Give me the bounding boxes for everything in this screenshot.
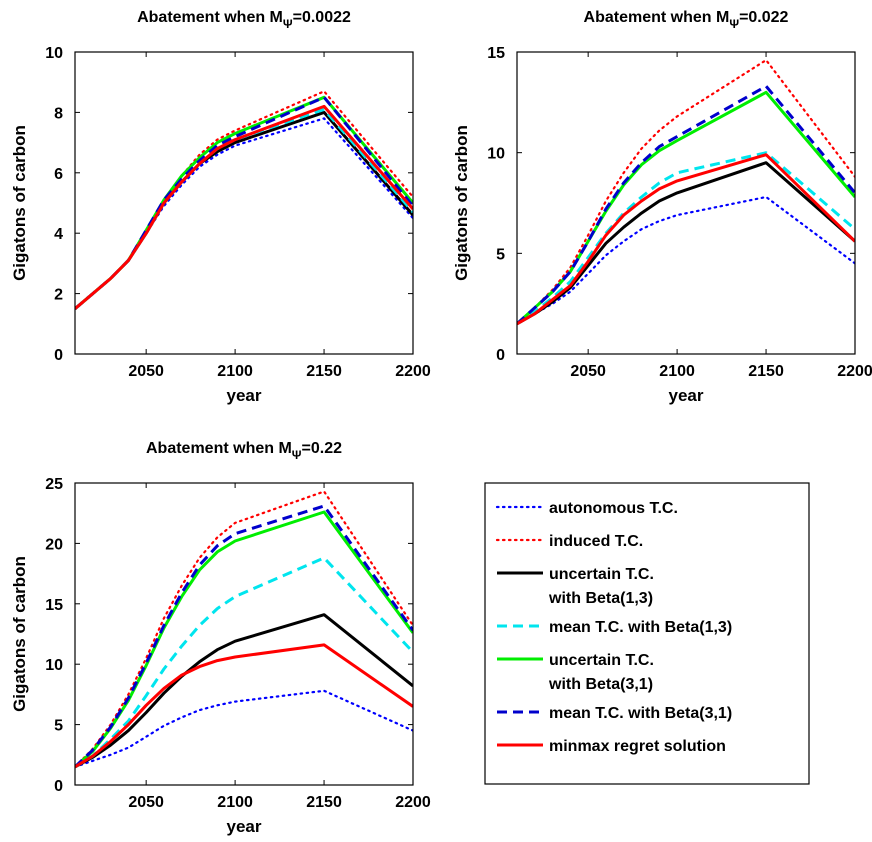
- legend-box: [484, 482, 810, 785]
- y-tick-label: 25: [45, 476, 63, 493]
- y-tick-label: 10: [487, 146, 505, 163]
- legend-label: minmax regret solution: [549, 738, 726, 755]
- legend-item-minmax: minmax regret solution: [497, 738, 726, 755]
- y-tick-label: 5: [54, 718, 63, 735]
- chart-panel-3: 2050 2100 2150 2200 0 5 10 15 20 25 year Gigatons o…: [10, 440, 431, 836]
- legend-item-unc31: uncertain T.C. with Beta(3,1): [497, 652, 654, 693]
- legend-label: with Beta(3,1): [548, 676, 653, 693]
- x-tick-label: 2200: [395, 794, 431, 811]
- x-tick-label: 2100: [217, 363, 253, 380]
- series-line-minmax: [75, 104, 413, 310]
- series-line-mean31: [75, 504, 413, 768]
- y-axis-label: Gigatons of carbon: [452, 125, 471, 281]
- legend-label: uncertain T.C.: [549, 652, 654, 669]
- series-line-auto: [75, 117, 413, 310]
- series-line-mean13: [517, 151, 855, 326]
- y-tick-label: 4: [54, 226, 63, 243]
- y-tick-label: 20: [45, 536, 63, 553]
- x-tick-label: 2200: [395, 363, 431, 380]
- x-tick-label: 2050: [128, 794, 164, 811]
- x-axis-label: year: [669, 386, 704, 405]
- series-line-induced: [75, 90, 413, 310]
- series-group: [75, 490, 413, 769]
- y-tick-label: 0: [54, 347, 63, 364]
- series-line-unc13: [517, 161, 855, 326]
- chart-title: Abatement when MΨ=0.022: [584, 9, 789, 31]
- series-line-mean13: [75, 556, 413, 769]
- legend: autonomous T.C. induced T.C. uncertain T.C…: [484, 482, 810, 785]
- legend-label: uncertain T.C.: [549, 566, 654, 583]
- legend-item-auto: autonomous T.C.: [495, 500, 678, 517]
- x-tick-label: 2050: [128, 363, 164, 380]
- series-line-auto: [517, 195, 855, 325]
- chart-panel-2: 2050 2100 2150 2200 0 5 10 15 year Gigatons of ca…: [452, 9, 872, 405]
- chart-panel-1: 2050 2100 2150 2200 0 2 4 6 8 10 year Gigatons of c…: [10, 9, 431, 405]
- y-tick-label: 10: [45, 657, 63, 674]
- x-tick-label: 2150: [306, 794, 342, 811]
- x-tick-label: 2200: [837, 363, 872, 380]
- legend-label: mean T.C. with Beta(3,1): [549, 705, 732, 722]
- legend-item-unc13: uncertain T.C. with Beta(1,3): [497, 566, 654, 607]
- series-line-induced: [517, 58, 855, 325]
- x-axis-label: year: [227, 817, 262, 836]
- y-axis-label: Gigatons of carbon: [10, 125, 29, 281]
- y-tick-label: 5: [496, 246, 505, 263]
- x-tick-label: 2100: [217, 794, 253, 811]
- y-tick-label: 10: [45, 45, 63, 62]
- y-tick-label: 15: [487, 45, 505, 62]
- series-group: [517, 58, 855, 326]
- series-line-unc13: [75, 613, 413, 769]
- y-tick-label: 6: [54, 166, 63, 183]
- series-group: [75, 90, 413, 310]
- y-tick-label: 8: [54, 105, 63, 122]
- x-tick-label: 2150: [306, 363, 342, 380]
- series-line-mean31: [517, 84, 855, 325]
- x-tick-label: 2150: [748, 363, 784, 380]
- series-line-minmax: [75, 643, 413, 769]
- series-line-auto: [75, 689, 413, 769]
- x-axis-label: year: [227, 386, 262, 405]
- y-tick-label: 0: [54, 778, 63, 795]
- chart-title: Abatement when MΨ=0.0022: [137, 9, 351, 31]
- legend-item-induced: induced T.C.: [495, 533, 643, 550]
- legend-item-mean13: mean T.C. with Beta(1,3): [497, 619, 732, 636]
- axes-box: [516, 51, 856, 355]
- legend-label: with Beta(1,3): [548, 590, 653, 607]
- legend-label: mean T.C. with Beta(1,3): [549, 619, 732, 636]
- y-tick-label: 0: [496, 347, 505, 364]
- y-tick-label: 15: [45, 597, 63, 614]
- series-line-minmax: [517, 153, 855, 326]
- x-tick-label: 2100: [659, 363, 695, 380]
- series-line-unc31: [75, 95, 413, 310]
- axes-box: [74, 51, 414, 355]
- chart-title: Abatement when MΨ=0.22: [146, 440, 342, 462]
- legend-label: induced T.C.: [549, 533, 643, 550]
- x-tick-label: 2050: [570, 363, 606, 380]
- axes-box: [74, 482, 414, 786]
- y-tick-label: 2: [54, 287, 63, 304]
- legend-label: autonomous T.C.: [549, 500, 678, 517]
- y-axis-label: Gigatons of carbon: [10, 556, 29, 712]
- legend-item-mean31: mean T.C. with Beta(3,1): [497, 705, 732, 722]
